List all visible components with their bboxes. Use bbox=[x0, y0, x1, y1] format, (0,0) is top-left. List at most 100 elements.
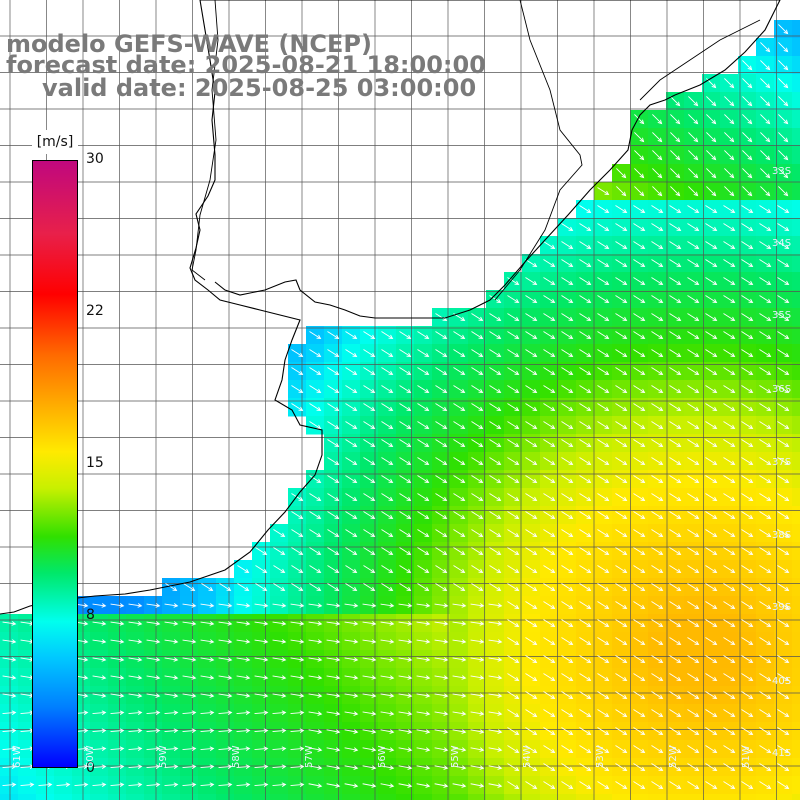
wind-arrow bbox=[399, 511, 412, 519]
wind-arrow bbox=[398, 729, 413, 734]
wind-arrow bbox=[778, 168, 789, 179]
wind-speed-cell bbox=[432, 794, 451, 800]
wind-arrow bbox=[759, 223, 772, 231]
wind-arrow bbox=[345, 457, 358, 465]
wind-arrow bbox=[705, 223, 718, 231]
wind-arrow bbox=[200, 657, 215, 662]
wind-arrow bbox=[633, 745, 646, 753]
wind-arrow bbox=[777, 259, 790, 267]
wind-arrow bbox=[687, 313, 700, 321]
wind-arrow bbox=[254, 710, 269, 716]
wind-arrow bbox=[453, 331, 466, 339]
wind-arrow bbox=[291, 529, 304, 537]
wind-speed-cell bbox=[522, 794, 541, 800]
wind-speed-cell bbox=[90, 794, 109, 800]
wind-arrow bbox=[308, 711, 323, 716]
wind-arrow bbox=[236, 782, 251, 788]
wind-speed-cell bbox=[792, 434, 800, 453]
wind-arrow bbox=[507, 277, 520, 285]
wind-arrow bbox=[363, 457, 376, 465]
wind-arrow bbox=[615, 763, 628, 771]
wind-arrow bbox=[525, 727, 538, 735]
wind-arrow bbox=[182, 764, 197, 770]
wind-speed-cell bbox=[684, 794, 703, 800]
wind-arrow bbox=[380, 603, 395, 608]
wind-arrow bbox=[164, 603, 179, 608]
river-line bbox=[191, 0, 219, 281]
wind-arrow bbox=[760, 168, 771, 179]
wind-arrow bbox=[290, 746, 305, 752]
wind-arrow bbox=[615, 583, 628, 591]
wind-arrow bbox=[561, 709, 574, 717]
wind-arrow bbox=[38, 782, 53, 788]
wind-arrow bbox=[741, 421, 754, 429]
wind-arrow bbox=[128, 746, 143, 752]
wind-arrow bbox=[615, 745, 628, 753]
wind-arrow bbox=[417, 583, 430, 591]
wind-arrow bbox=[164, 675, 179, 680]
wind-arrow bbox=[507, 691, 520, 699]
wind-arrow bbox=[345, 439, 358, 447]
wind-arrow bbox=[759, 475, 772, 483]
wind-arrow bbox=[291, 565, 304, 573]
wind-arrow bbox=[453, 385, 466, 393]
wind-arrow bbox=[705, 745, 718, 753]
wind-arrow bbox=[579, 295, 592, 303]
wind-arrow bbox=[705, 637, 718, 645]
wind-arrow bbox=[398, 765, 413, 770]
wind-arrow bbox=[363, 367, 376, 375]
wind-arrow bbox=[308, 657, 323, 662]
wind-arrow bbox=[200, 746, 215, 752]
wind-arrow bbox=[327, 349, 340, 357]
wind-arrow bbox=[309, 529, 322, 537]
wind-arrow bbox=[434, 657, 449, 662]
wind-arrow bbox=[345, 565, 358, 573]
wind-arrow bbox=[561, 727, 574, 735]
wind-arrow bbox=[615, 367, 628, 375]
wind-arrow bbox=[651, 331, 664, 339]
wind-arrow bbox=[615, 709, 628, 717]
wind-arrow bbox=[543, 745, 556, 753]
wind-speed-cell bbox=[792, 632, 800, 651]
wind-arrow bbox=[452, 783, 467, 788]
wind-arrow bbox=[651, 763, 664, 771]
wind-arrow bbox=[597, 763, 610, 771]
wind-arrow bbox=[471, 421, 484, 429]
wind-arrow bbox=[200, 728, 215, 734]
wind-arrow bbox=[2, 621, 17, 626]
wind-arrow bbox=[363, 421, 376, 429]
wind-arrow bbox=[417, 349, 430, 357]
wind-arrow bbox=[200, 782, 215, 788]
wind-arrow bbox=[669, 709, 682, 717]
wind-speed-colorbar bbox=[32, 160, 78, 768]
wind-arrow bbox=[687, 529, 700, 537]
wind-speed-cell bbox=[792, 596, 800, 615]
wind-arrow bbox=[452, 639, 467, 644]
wind-arrow bbox=[380, 693, 395, 698]
wind-arrow bbox=[561, 655, 574, 663]
wind-arrow bbox=[669, 313, 682, 321]
wind-speed-cell bbox=[0, 794, 19, 800]
wind-arrow bbox=[633, 295, 646, 303]
wind-arrow bbox=[687, 781, 700, 789]
wind-arrow bbox=[561, 547, 574, 555]
wind-arrow bbox=[633, 601, 646, 609]
wind-arrow bbox=[273, 529, 286, 537]
wind-arrow bbox=[651, 295, 664, 303]
wind-arrow bbox=[742, 114, 753, 125]
wind-arrow bbox=[724, 78, 735, 89]
wind-arrow bbox=[92, 603, 107, 608]
wind-arrow bbox=[435, 331, 448, 339]
wind-arrow bbox=[687, 241, 700, 249]
wind-arrow bbox=[363, 475, 376, 483]
wind-arrow bbox=[741, 727, 754, 735]
wind-arrow bbox=[742, 78, 753, 89]
wind-arrow bbox=[615, 547, 628, 555]
wind-arrow bbox=[489, 349, 502, 357]
wind-arrow bbox=[579, 241, 592, 249]
wind-arrow bbox=[525, 673, 538, 681]
wind-arrow bbox=[723, 619, 736, 627]
wind-arrow bbox=[471, 583, 484, 591]
wind-arrow bbox=[434, 747, 449, 752]
wind-arrow bbox=[470, 765, 485, 770]
